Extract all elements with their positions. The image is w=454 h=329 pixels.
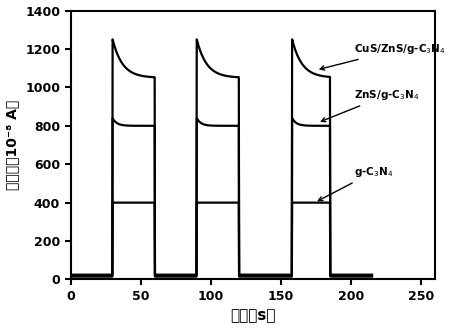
Y-axis label: 光电流（10⁻⁸ A）: 光电流（10⁻⁸ A） [5, 100, 20, 190]
Text: g-C$_3$N$_4$: g-C$_3$N$_4$ [318, 165, 393, 201]
X-axis label: 时间（s）: 时间（s） [230, 309, 276, 323]
Text: CuS/ZnS/g-C$_3$N$_4$: CuS/ZnS/g-C$_3$N$_4$ [320, 42, 445, 70]
Text: ZnS/g-C$_3$N$_4$: ZnS/g-C$_3$N$_4$ [321, 88, 419, 122]
